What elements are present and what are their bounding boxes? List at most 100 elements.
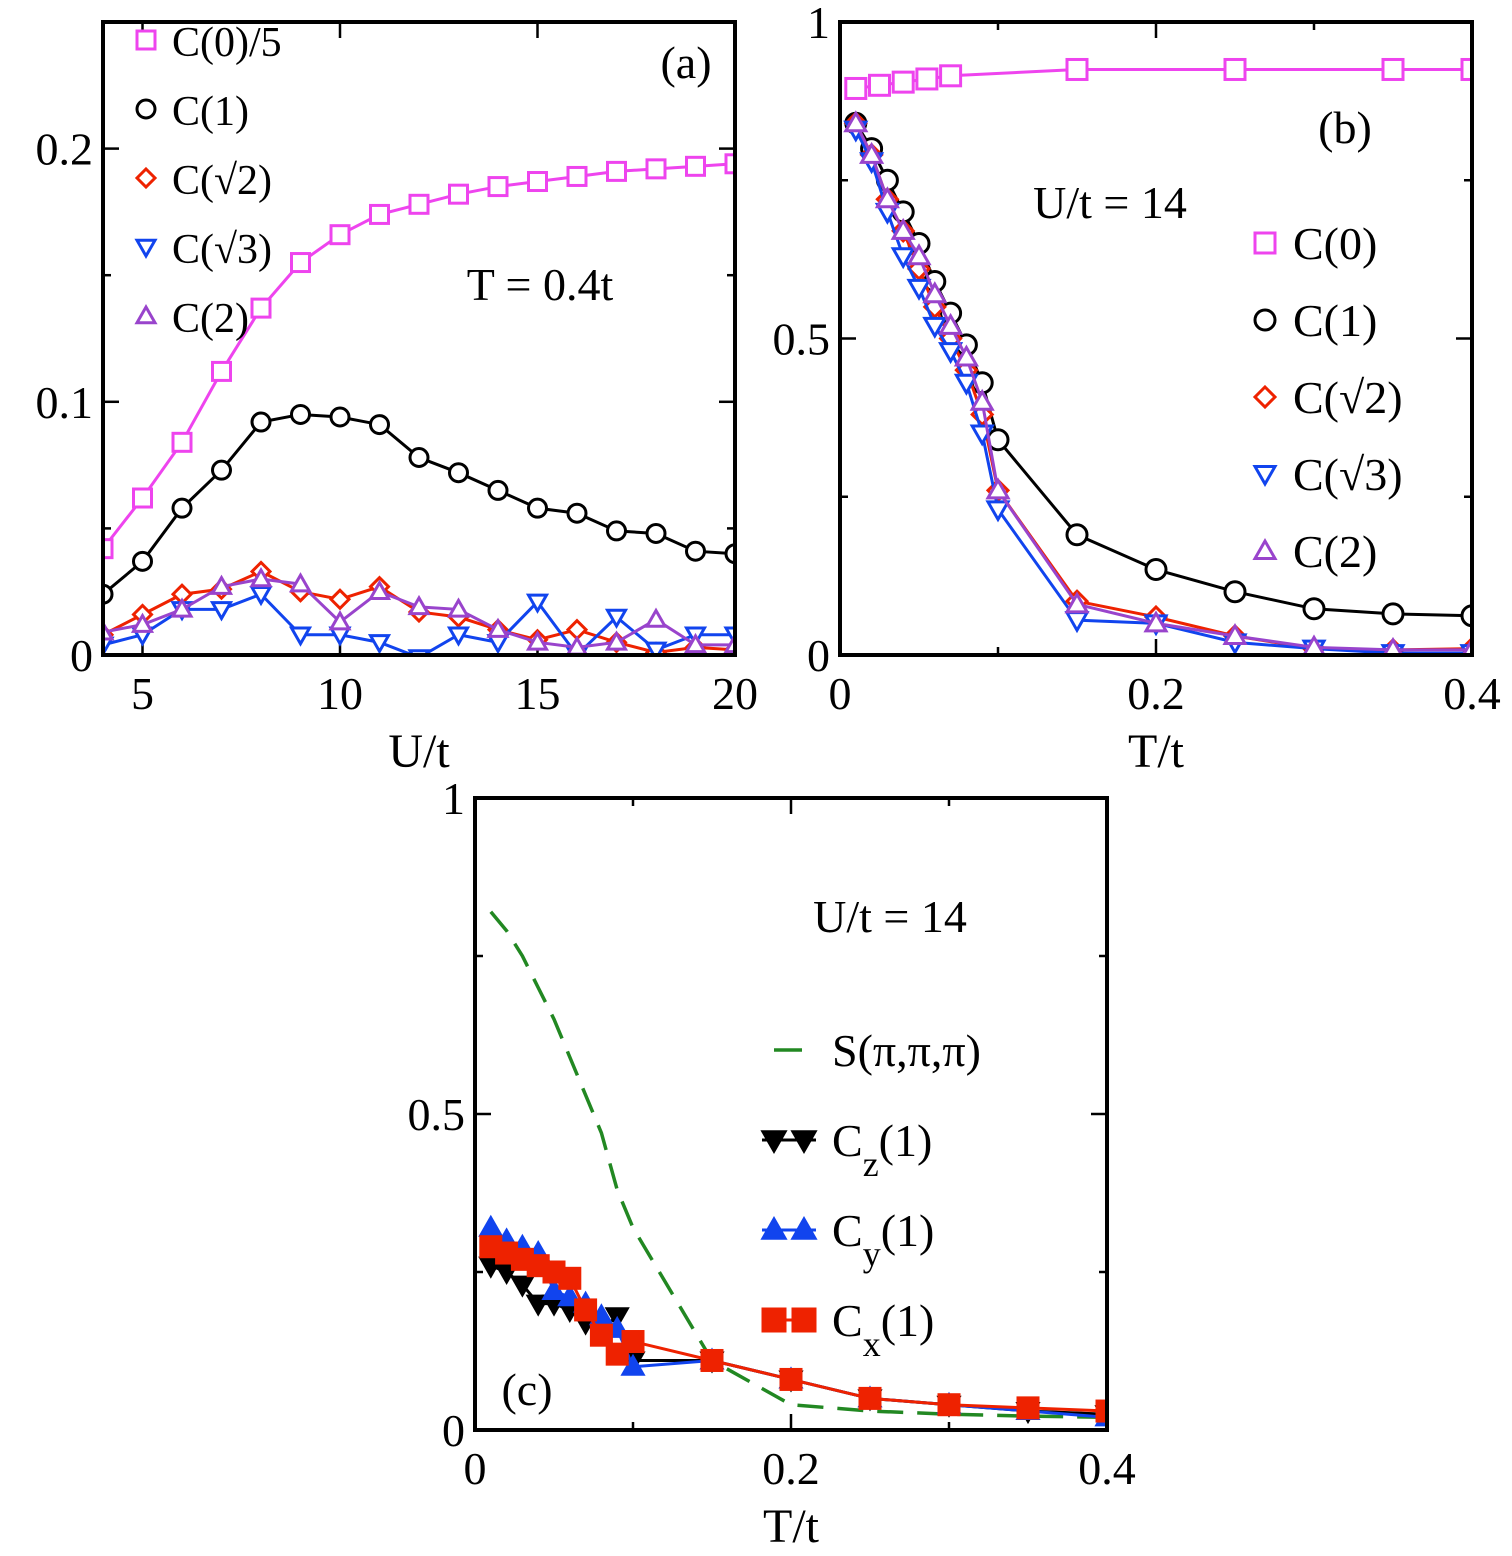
y-tick-label: 1 xyxy=(442,773,465,824)
legend-marker xyxy=(1252,384,1278,410)
legend-entry: C(1) xyxy=(135,89,249,135)
x-tick-label: 0.4 xyxy=(1078,1443,1136,1494)
legend-entry: C(1) xyxy=(1253,295,1377,346)
legend-marker xyxy=(134,238,158,260)
data-point xyxy=(290,252,311,274)
data-point xyxy=(723,632,735,654)
series-C(0)/5 xyxy=(103,153,735,560)
data-point xyxy=(566,165,588,187)
data-point xyxy=(1064,591,1090,614)
x-tick-label: 20 xyxy=(712,668,758,719)
data-point xyxy=(1302,597,1326,621)
data-point xyxy=(566,502,588,524)
data-point xyxy=(1223,57,1247,81)
legend: C(0)/5 C(1) C(√2) C(√3) C(2) xyxy=(134,20,282,342)
series-line xyxy=(103,592,735,655)
legend-label: C(0) xyxy=(1293,218,1377,269)
series-C(2) xyxy=(843,110,1472,655)
legend-marker xyxy=(134,303,158,325)
x-axis-label: U/t xyxy=(388,725,450,778)
x-tick-label: 0.2 xyxy=(762,1443,820,1494)
x-tick-label: 0 xyxy=(464,1443,487,1494)
data-point xyxy=(446,597,471,618)
y-tick-label: 0.5 xyxy=(408,1089,466,1140)
data-point xyxy=(408,193,430,215)
data-point xyxy=(1144,558,1168,582)
data-point xyxy=(890,247,916,270)
series-C(2) xyxy=(103,567,735,655)
data-point xyxy=(859,141,885,164)
data-point xyxy=(487,479,509,501)
data-point xyxy=(329,224,351,246)
data-point xyxy=(1460,604,1472,628)
data-point xyxy=(589,1323,613,1347)
data-point xyxy=(858,1386,882,1410)
legend-label: Cy(1) xyxy=(832,1205,934,1274)
data-point xyxy=(1095,1399,1107,1423)
data-point xyxy=(969,388,995,411)
data-point xyxy=(448,462,469,484)
data-point xyxy=(724,543,735,565)
x-axis-label: T/t xyxy=(1128,725,1185,778)
plot-frame xyxy=(473,796,1109,1432)
data-point xyxy=(486,634,510,655)
legend-marker xyxy=(1252,537,1278,560)
legend-entry: C(√2) xyxy=(134,158,272,204)
legend-label: C(√3) xyxy=(1293,449,1403,500)
legend-entry: Cy(1) xyxy=(760,1205,934,1274)
data-point xyxy=(448,183,469,205)
data-point xyxy=(558,1266,582,1290)
series-C(0) xyxy=(844,57,1472,100)
series-line xyxy=(489,910,1107,1420)
data-point xyxy=(209,601,234,622)
legend-entry: Cx(1) xyxy=(761,1295,934,1364)
data-point xyxy=(906,278,932,301)
data-point xyxy=(891,70,915,94)
panel-c: 0 0.2 0.4 0 0.5 1 T/t (c) U/t = 14 S(π,π,π) Cz(1) C… xyxy=(408,773,1136,1553)
data-point xyxy=(606,160,627,182)
data-point xyxy=(525,593,550,614)
y-tick-label: 0 xyxy=(442,1405,465,1456)
legend-label: C(√2) xyxy=(172,158,272,204)
series-line xyxy=(103,412,735,596)
data-point xyxy=(1461,636,1472,655)
data-point xyxy=(250,411,272,433)
legend-marker xyxy=(760,1130,788,1155)
legend-label: C(√3) xyxy=(172,227,272,273)
data-point xyxy=(328,588,352,611)
data-point xyxy=(779,1367,803,1391)
legend-marker xyxy=(790,1215,818,1240)
y-tick-label: 0.2 xyxy=(36,124,94,175)
y-tick-label: 0.5 xyxy=(773,314,831,365)
data-point xyxy=(249,567,273,588)
data-point xyxy=(250,297,272,319)
plot-area xyxy=(478,910,1107,1428)
x-tick-label: 10 xyxy=(317,668,363,719)
data-point xyxy=(288,572,313,593)
data-point xyxy=(478,1214,504,1237)
legend-entry: Cz(1) xyxy=(760,1115,932,1184)
data-point xyxy=(938,342,964,365)
data-point xyxy=(938,312,964,335)
data-point xyxy=(644,641,668,655)
legend-marker xyxy=(1253,308,1277,332)
data-point xyxy=(890,217,916,240)
data-point xyxy=(939,64,963,88)
legend-entry: C(√2) xyxy=(1252,372,1403,423)
series-C(1) xyxy=(103,403,735,605)
legend-entry: S(π,π,π) xyxy=(774,1025,981,1076)
legend: S(π,π,π) Cz(1) Cy(1) Cx(1) xyxy=(760,1025,981,1364)
data-point xyxy=(844,76,868,100)
data-point xyxy=(1222,622,1248,646)
data-point xyxy=(685,540,706,562)
data-point xyxy=(621,1330,645,1354)
x-tick-label: 0.4 xyxy=(1443,668,1501,719)
data-point xyxy=(211,459,232,481)
data-point xyxy=(171,431,193,453)
data-point xyxy=(103,538,114,560)
data-point xyxy=(367,579,392,600)
data-point xyxy=(408,447,430,469)
legend-label: C(0)/5 xyxy=(172,20,282,66)
data-point xyxy=(290,403,311,425)
legend-marker xyxy=(1252,465,1278,488)
